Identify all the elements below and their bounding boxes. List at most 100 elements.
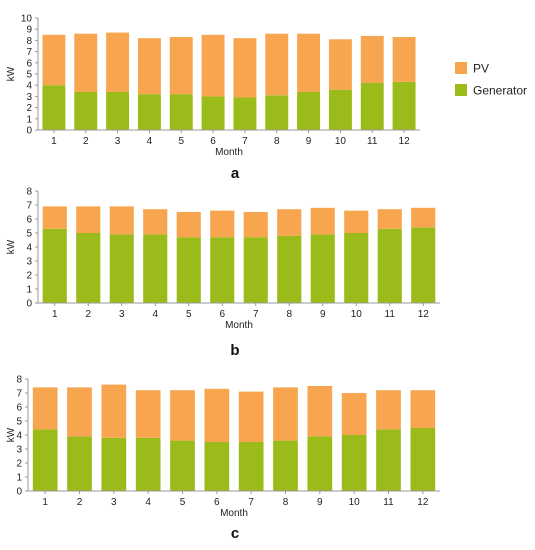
y-tick-label: 8 xyxy=(26,187,32,198)
y-tick-label: 6 xyxy=(26,215,32,226)
y-tick-label: 4 xyxy=(16,431,22,442)
x-tick-label: 10 xyxy=(335,136,347,147)
y-tick-label: 4 xyxy=(26,81,32,92)
x-axis-label: Month xyxy=(225,320,253,331)
y-tick-label: 5 xyxy=(26,229,32,240)
y-tick-label: 3 xyxy=(26,257,32,268)
bar-pv-3 xyxy=(106,32,130,92)
bar-generator-4 xyxy=(137,94,161,130)
y-tick-label: 10 xyxy=(21,14,33,25)
y-tick-label: 7 xyxy=(26,201,32,212)
y-tick-label: 5 xyxy=(26,70,32,81)
bar-generator-10 xyxy=(328,89,352,130)
bar-pv-4 xyxy=(143,209,168,235)
x-tick-label: 12 xyxy=(417,497,429,508)
bar-generator-9 xyxy=(307,436,333,491)
bar-pv-6 xyxy=(201,34,225,97)
bar-pv-4 xyxy=(135,390,161,438)
bar-generator-7 xyxy=(243,237,268,303)
bar-generator-12 xyxy=(410,428,436,491)
bar-generator-6 xyxy=(201,96,225,130)
bar-pv-4 xyxy=(137,38,161,95)
bar-pv-8 xyxy=(273,387,298,441)
x-tick-label: 6 xyxy=(210,136,216,147)
y-tick-label: 2 xyxy=(16,459,22,470)
bar-pv-11 xyxy=(376,390,401,430)
bar-pv-9 xyxy=(310,207,335,235)
bar-generator-6 xyxy=(204,442,230,491)
bar-pv-12 xyxy=(410,390,436,428)
bar-pv-2 xyxy=(74,33,98,92)
x-tick-label: 7 xyxy=(253,309,259,320)
y-axis-label: kW xyxy=(6,66,17,81)
x-tick-label: 8 xyxy=(283,497,289,508)
x-tick-label: 2 xyxy=(85,309,91,320)
bar-generator-9 xyxy=(310,234,335,303)
bar-pv-11 xyxy=(377,209,402,229)
x-tick-label: 5 xyxy=(180,497,186,508)
y-tick-label: 4 xyxy=(26,243,32,254)
x-tick-label: 11 xyxy=(385,309,396,320)
bar-pv-10 xyxy=(341,393,367,435)
x-tick-label: 4 xyxy=(152,309,158,320)
x-axis-label: Month xyxy=(220,508,248,519)
bar-generator-9 xyxy=(297,91,321,130)
y-axis-label: kW xyxy=(6,239,17,254)
bar-pv-8 xyxy=(277,209,302,236)
bar-pv-9 xyxy=(297,33,321,92)
x-tick-label: 7 xyxy=(242,136,248,147)
bar-pv-5 xyxy=(170,390,195,441)
legend-label-generator: Generator xyxy=(473,84,527,98)
y-tick-label: 7 xyxy=(26,47,32,58)
y-tick-label: 8 xyxy=(16,375,22,386)
bar-pv-8 xyxy=(265,33,289,96)
bar-generator-11 xyxy=(360,82,384,130)
bar-generator-1 xyxy=(32,429,58,491)
bar-pv-2 xyxy=(76,206,101,233)
y-tick-label: 6 xyxy=(16,403,22,414)
x-tick-label: 10 xyxy=(351,309,363,320)
x-tick-label: 12 xyxy=(399,136,411,147)
bar-pv-11 xyxy=(360,35,384,83)
bar-pv-12 xyxy=(411,207,436,228)
y-tick-label: 5 xyxy=(16,417,22,428)
y-tick-label: 1 xyxy=(16,473,22,484)
x-tick-label: 3 xyxy=(111,497,117,508)
bar-generator-7 xyxy=(233,97,257,130)
y-tick-label: 8 xyxy=(26,36,32,47)
bar-pv-9 xyxy=(307,386,333,437)
bar-pv-6 xyxy=(210,210,235,238)
y-tick-label: 7 xyxy=(16,389,22,400)
bar-generator-11 xyxy=(376,429,401,491)
bar-generator-6 xyxy=(210,237,235,303)
legend-swatch-generator xyxy=(455,84,467,96)
y-tick-label: 2 xyxy=(26,271,32,282)
bar-generator-12 xyxy=(411,227,436,303)
y-axis-label: kW xyxy=(6,427,17,442)
bar-pv-7 xyxy=(233,38,257,98)
x-tick-label: 11 xyxy=(367,136,378,147)
x-tick-label: 9 xyxy=(317,497,323,508)
legend-label-pv: PV xyxy=(473,62,489,76)
y-tick-label: 0 xyxy=(26,299,32,310)
bar-generator-5 xyxy=(169,94,193,130)
y-tick-label: 6 xyxy=(26,58,32,69)
y-tick-label: 9 xyxy=(26,25,32,36)
x-tick-label: 8 xyxy=(274,136,280,147)
bar-generator-8 xyxy=(273,440,298,491)
bar-generator-4 xyxy=(143,234,168,303)
bar-generator-7 xyxy=(238,442,264,491)
x-tick-label: 3 xyxy=(119,309,125,320)
x-tick-label: 1 xyxy=(42,497,48,508)
x-tick-label: 4 xyxy=(145,497,151,508)
bar-generator-3 xyxy=(109,234,134,303)
bar-pv-5 xyxy=(176,212,201,238)
legend: PV Generator xyxy=(455,62,527,98)
x-tick-label: 2 xyxy=(83,136,89,147)
bar-generator-5 xyxy=(170,440,195,491)
x-tick-label: 8 xyxy=(286,309,292,320)
